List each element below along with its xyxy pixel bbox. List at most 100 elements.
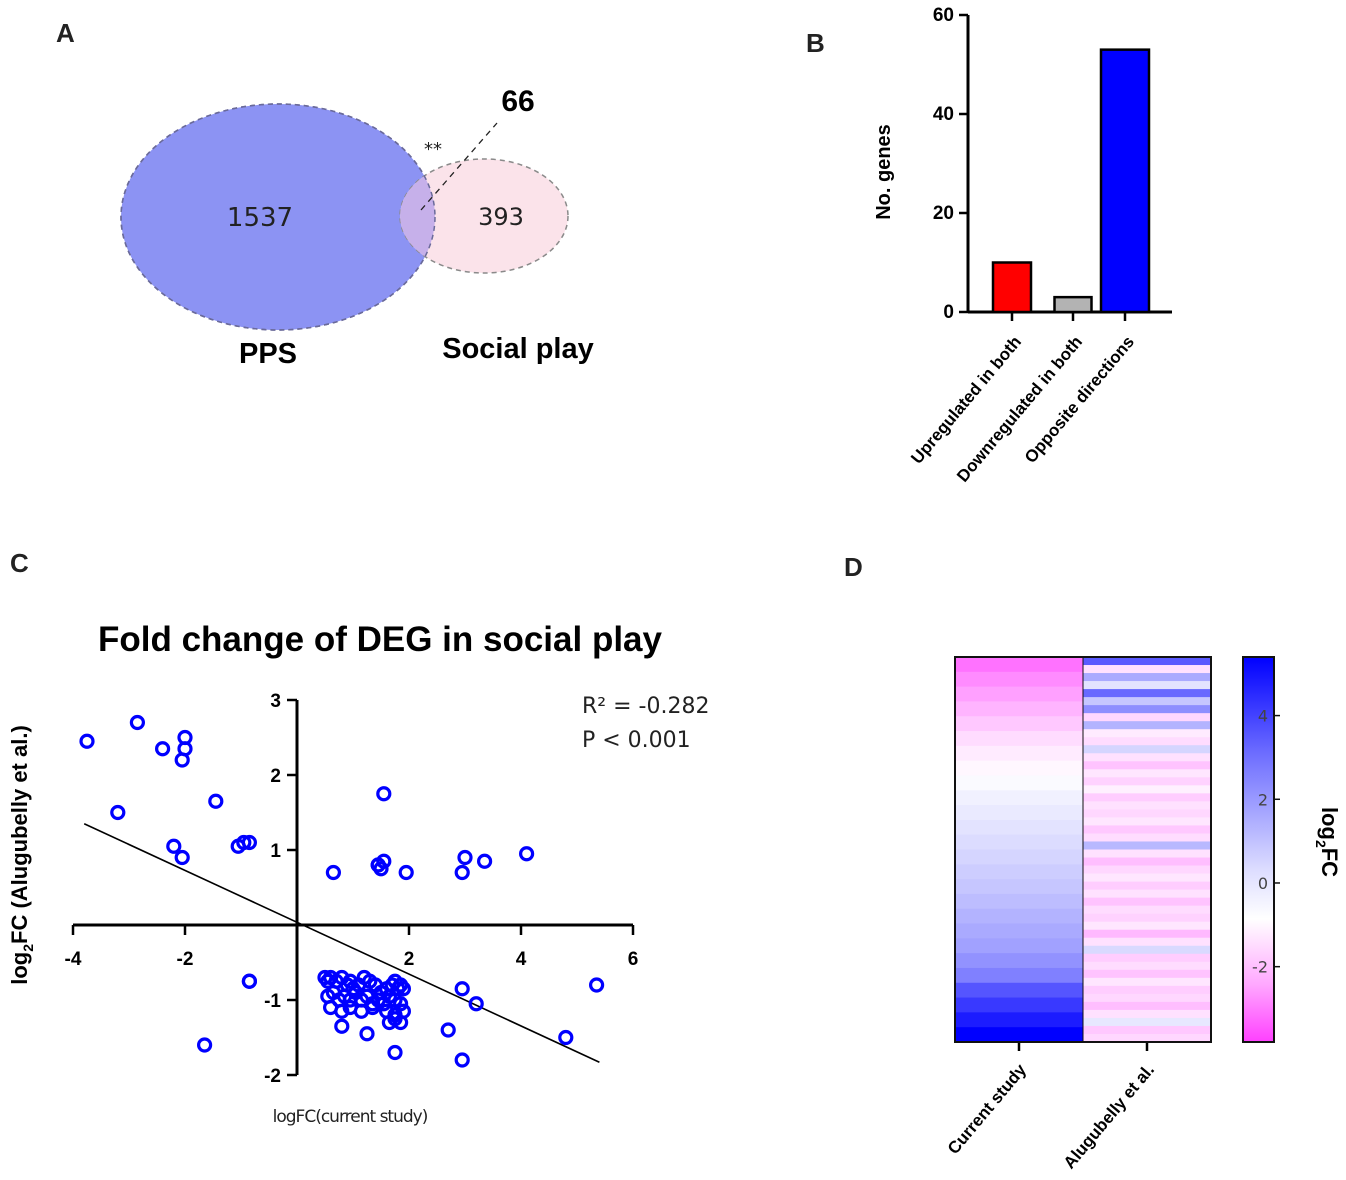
scatter-point <box>376 786 392 802</box>
scatter-point <box>457 849 473 866</box>
heatmap-cell <box>955 701 1083 717</box>
scatter-point <box>365 999 381 1016</box>
heatmap-cell <box>955 790 1083 806</box>
pps-count: 1537 <box>227 203 293 233</box>
colorbar-tick-label: 4 <box>1258 707 1268 726</box>
heatmap-cell <box>1083 777 1211 786</box>
scatter-point <box>440 1022 456 1038</box>
heatmap-cell <box>955 879 1083 895</box>
heatmap-cell <box>1083 929 1211 939</box>
scatter-point <box>359 1026 375 1042</box>
bar-y-tick-label: 60 <box>933 5 954 26</box>
heatmap-cell <box>1083 993 1211 1003</box>
heatmap-cell <box>1083 769 1211 778</box>
scatter-point <box>236 834 252 851</box>
heatmap-cell <box>1083 857 1211 867</box>
significance-marker: ** <box>424 139 442 160</box>
scatter-point <box>166 838 182 854</box>
scatter-point <box>454 1052 470 1068</box>
panel-label-d: D <box>844 552 863 582</box>
heatmap-cell <box>1083 881 1211 891</box>
heatmap-cell <box>1083 921 1211 931</box>
heatmap-cell <box>955 745 1083 762</box>
heatmap-cell <box>1083 745 1211 754</box>
scatter-point <box>588 977 605 993</box>
bar-y-tick-label: 40 <box>933 104 954 125</box>
heatmap-cell <box>955 849 1083 865</box>
heatmap-cell <box>955 864 1083 880</box>
heatmap-cell <box>1083 785 1211 794</box>
heatmap-cell <box>1083 1033 1211 1043</box>
heatmap-cell <box>1083 969 1211 979</box>
heatmap-cell <box>955 923 1083 939</box>
scatter-point <box>393 1014 409 1031</box>
venn-diagram: 1537 393 66 ** PPS Social play <box>120 85 594 370</box>
heatmap-cell <box>1083 945 1211 955</box>
scatter-point <box>398 864 414 881</box>
colorbar-tick-label: 2 <box>1258 790 1268 809</box>
heatmap-column-label: Alugubelly et al. <box>1060 1060 1158 1172</box>
bar-2 <box>1053 295 1093 314</box>
panel-label-a: A <box>56 18 75 48</box>
scatter-point <box>387 1044 403 1061</box>
heatmap-cell <box>955 997 1083 1013</box>
scatter-point <box>334 1018 350 1034</box>
scatter-pvalue: P < 0.001 <box>582 728 691 753</box>
heatmap-cell <box>955 908 1083 925</box>
regression-line <box>83 823 600 1063</box>
scatter-x-tick-label: -4 <box>65 949 82 970</box>
bar-y-tick-label: 0 <box>943 302 954 323</box>
heatmap-cell <box>1083 681 1211 690</box>
heatmap-column-label: Current study <box>944 1060 1031 1158</box>
heatmap-cell <box>1083 705 1211 714</box>
scatter-point <box>518 846 535 862</box>
heatmap-cell <box>1083 809 1211 819</box>
heatmap-cell <box>1083 865 1211 875</box>
heatmap-cell <box>1083 1017 1211 1027</box>
scatter-y-tick-label: -1 <box>264 991 281 1012</box>
venn-pps-outline <box>120 103 436 331</box>
heatmap-cell <box>1083 961 1211 971</box>
heatmap-cell <box>1083 729 1211 738</box>
heatmap-cell <box>1083 833 1211 843</box>
bar-ylabel: No. genes <box>873 124 895 220</box>
heatmap-cell <box>955 893 1083 910</box>
heatmap-cell <box>1083 793 1211 802</box>
scatter-point <box>454 981 470 997</box>
bar-3 <box>1099 48 1151 314</box>
heatmap-cell <box>1083 657 1211 666</box>
scatter-point <box>376 853 392 869</box>
scatter-y-tick-label: 2 <box>270 766 281 787</box>
social-play-count: 393 <box>478 203 524 231</box>
scatter-point <box>241 834 257 851</box>
heatmap-cell <box>955 834 1083 851</box>
heatmap: log2FC Current study Alugubelly et al. 4 2 0… <box>944 656 1342 1172</box>
bar-category-label: Upregulated in both <box>907 332 1025 467</box>
scatter-point <box>558 1029 574 1046</box>
heatmap-cell <box>1083 697 1211 706</box>
heatmap-cell <box>1083 801 1211 810</box>
heatmap-cell <box>1083 665 1211 674</box>
bar-y-tick-label: 20 <box>933 203 954 224</box>
heatmap-cell <box>1083 713 1211 722</box>
scatter-point <box>155 741 171 757</box>
scatter-r2: R² = -0.282 <box>582 694 709 719</box>
bar-1 <box>991 261 1033 314</box>
heatmap-cell <box>1083 753 1211 762</box>
colorbar <box>1242 656 1275 1043</box>
scatter-xlabel: logFC(current study) <box>273 1107 428 1127</box>
scatter-x-tick-label: 6 <box>628 949 639 970</box>
scatter-title: Fold change of DEG in social play <box>98 620 663 659</box>
heatmap-cell <box>955 686 1083 703</box>
scatter-x-tick-label: -2 <box>177 949 194 970</box>
scatter-point <box>454 864 470 881</box>
scatter-point <box>393 996 409 1012</box>
heatmap-cell <box>1083 873 1211 883</box>
heatmap-cell <box>1083 953 1211 963</box>
heatmap-cell <box>955 1012 1083 1028</box>
scatter-y-tick-label: -2 <box>264 1066 281 1087</box>
colorbar-tick-label: -2 <box>1252 958 1268 977</box>
scatter-point <box>129 714 145 731</box>
scatter-point <box>208 793 224 809</box>
